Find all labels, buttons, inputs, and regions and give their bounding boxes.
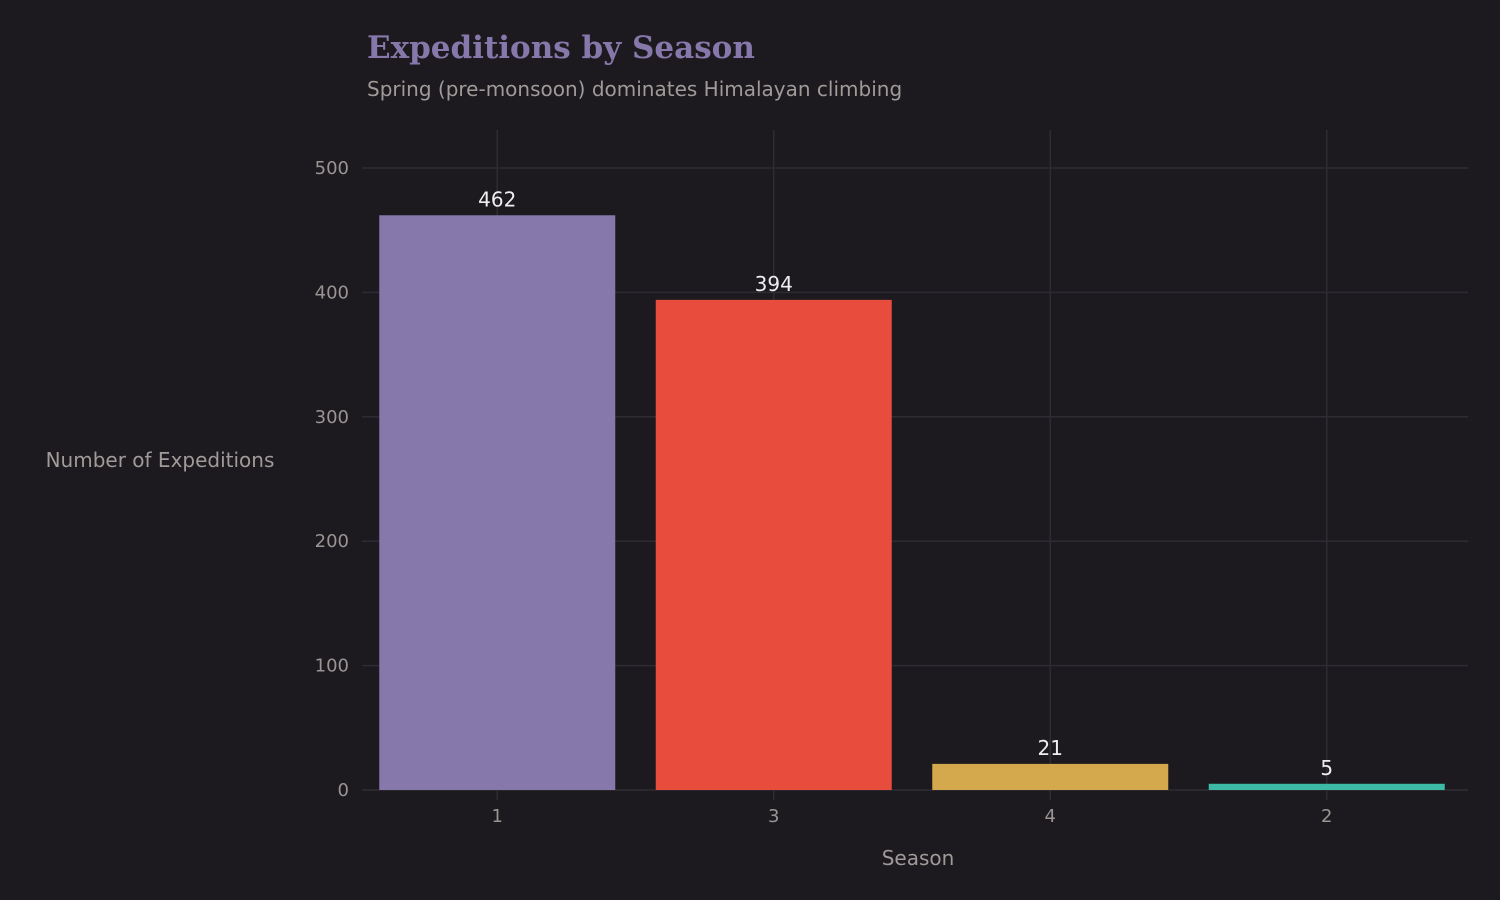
chart-title: Expeditions by Season (367, 30, 755, 66)
data-labels: 462 394 21 5 (478, 187, 1333, 780)
bar-season-4 (932, 763, 1169, 790)
y-tick-label: 400 (315, 282, 349, 303)
y-tick-label: 500 (315, 158, 349, 179)
data-label: 21 (1038, 736, 1063, 760)
data-label: 394 (755, 272, 793, 296)
x-tick-label: 1 (492, 806, 503, 827)
x-axis-label: Season (882, 846, 955, 870)
bars (379, 215, 1445, 791)
bar-season-1 (379, 215, 616, 791)
data-label: 5 (1320, 756, 1333, 780)
y-tick-label: 300 (315, 407, 349, 428)
x-axis-ticks: 1 3 4 2 (492, 806, 1333, 827)
x-tick-label: 3 (768, 806, 779, 827)
y-tick-label: 0 (338, 780, 349, 801)
bar-season-2 (1208, 783, 1445, 790)
data-label: 462 (478, 187, 516, 211)
bar-season-3 (655, 299, 892, 790)
chart-subtitle: Spring (pre-monsoon) dominates Himalayan… (367, 77, 902, 101)
x-tick-label: 4 (1045, 806, 1056, 827)
y-axis-label: Number of Expeditions (46, 448, 275, 472)
y-axis-ticks: 0 100 200 300 400 500 (315, 158, 349, 801)
y-tick-label: 100 (315, 656, 349, 677)
y-tick-label: 200 (315, 531, 349, 552)
x-tick-label: 2 (1321, 806, 1332, 827)
